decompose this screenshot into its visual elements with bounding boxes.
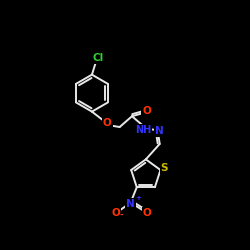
Text: N: N [155,126,164,136]
Text: N: N [126,199,135,209]
Text: Cl: Cl [92,53,104,63]
Text: O: O [142,106,151,116]
Text: S: S [160,164,168,173]
Text: O: O [103,118,112,128]
Text: +: + [135,195,141,201]
Text: O: O [142,208,151,218]
Text: NH: NH [136,125,152,135]
Text: -: - [119,211,123,220]
Text: O: O [112,208,120,218]
